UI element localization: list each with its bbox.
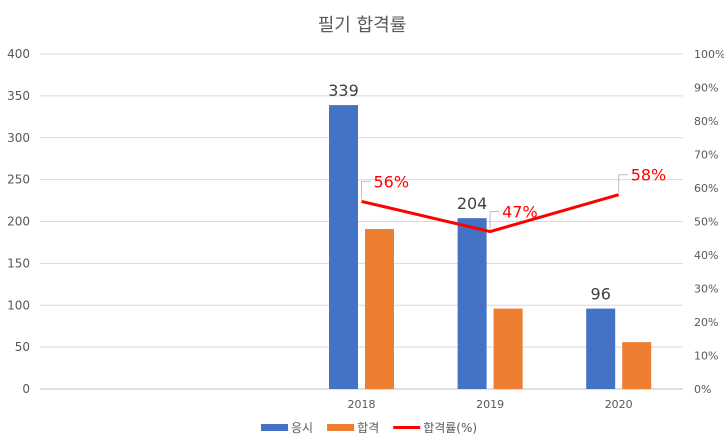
left-tick-label: 300 xyxy=(7,131,30,145)
right-tick-label: 40% xyxy=(694,249,718,262)
left-tick-label: 150 xyxy=(7,256,30,270)
legend-label: 응시 xyxy=(291,421,313,435)
left-tick-label: 350 xyxy=(7,89,30,103)
right-tick-label: 90% xyxy=(694,82,718,95)
bar-data-label: 339 xyxy=(328,81,359,100)
left-tick-label: 200 xyxy=(7,215,30,229)
left-tick-label: 100 xyxy=(7,298,30,312)
bar-passed xyxy=(365,229,394,389)
rate-data-label: 58% xyxy=(631,166,667,185)
leader-line xyxy=(489,211,500,230)
right-tick-label: 20% xyxy=(694,316,718,329)
chart-title: 필기 합격률 xyxy=(318,15,407,36)
bar-passed xyxy=(622,342,652,389)
legend-label: 합격 xyxy=(357,421,379,435)
right-y-axis: 0% 10% 20% 30% 40% 50% 60% 70% 80% 90% 100% xyxy=(694,48,724,396)
right-tick-label: 0% xyxy=(694,383,711,396)
right-tick-label: 10% xyxy=(694,350,718,363)
right-tick-label: 80% xyxy=(694,115,718,128)
rate-data-label: 47% xyxy=(502,203,538,222)
data-labels: 339 204 96 56% 47% 58% xyxy=(328,81,666,304)
right-tick-label: 100% xyxy=(694,48,724,61)
left-tick-label: 250 xyxy=(7,173,30,187)
bar-data-label: 204 xyxy=(457,194,488,213)
legend-swatch xyxy=(261,424,288,431)
legend: 응시 합격 합격률(%) xyxy=(261,421,477,435)
bar-applicants xyxy=(329,105,358,390)
leader-line xyxy=(361,180,371,200)
bar-passed xyxy=(493,308,523,389)
bar-data-label: 96 xyxy=(591,285,611,304)
rate-data-label: 56% xyxy=(374,172,410,191)
leader-line xyxy=(618,174,628,193)
category-label: 2018 xyxy=(348,398,376,411)
legend-label: 합격률(%) xyxy=(423,421,477,435)
bar-applicants xyxy=(457,218,487,389)
gridlines xyxy=(40,53,683,390)
bars xyxy=(329,105,652,390)
right-tick-label: 30% xyxy=(694,283,718,296)
bar-applicants xyxy=(586,308,616,389)
rate-line xyxy=(361,193,620,234)
left-tick-label: 0 xyxy=(22,382,30,396)
left-tick-label: 400 xyxy=(7,47,30,61)
rate-line-path xyxy=(361,193,620,234)
left-tick-label: 50 xyxy=(15,340,30,354)
category-label: 2020 xyxy=(605,398,633,411)
right-tick-label: 60% xyxy=(694,182,718,195)
right-tick-label: 50% xyxy=(694,216,718,229)
left-y-axis: 0 50 100 150 200 250 300 350 400 xyxy=(7,47,30,396)
legend-swatch xyxy=(327,424,355,431)
category-label: 2019 xyxy=(476,398,504,411)
right-tick-label: 70% xyxy=(694,149,718,162)
category-labels: 2018 2019 2020 xyxy=(348,398,633,411)
